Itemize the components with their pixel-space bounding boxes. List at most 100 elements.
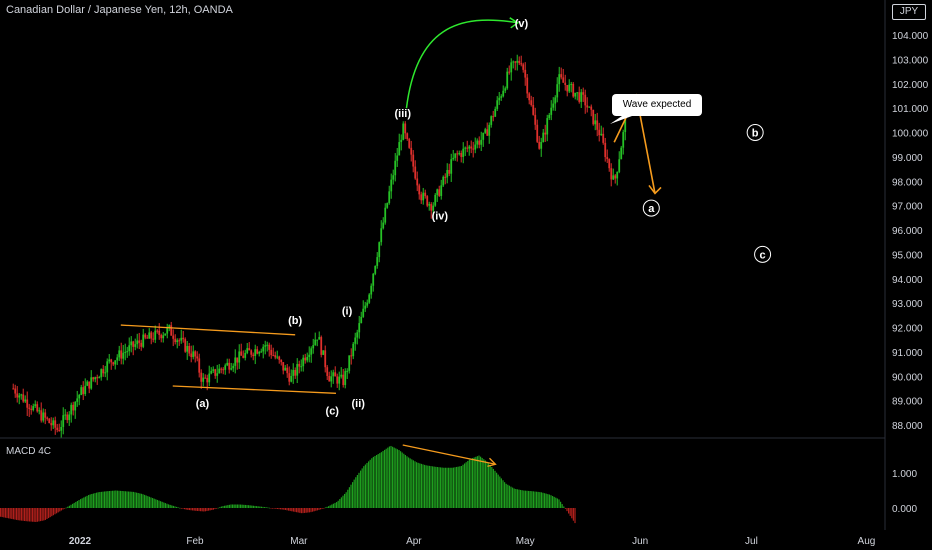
candle-body — [368, 294, 371, 303]
candle-body — [336, 376, 339, 384]
candle-body — [278, 356, 281, 360]
macd-bar — [112, 490, 114, 508]
candle-body — [526, 77, 529, 94]
macd-bar — [424, 464, 426, 508]
macd-bar — [182, 508, 184, 509]
macd-bar — [99, 492, 101, 508]
wave-label[interactable]: b — [752, 128, 759, 140]
indicator-label[interactable]: MACD 4C — [6, 446, 52, 457]
macd-bar — [427, 465, 429, 508]
candle-body — [610, 168, 613, 180]
wave-label[interactable]: (c) — [326, 405, 340, 417]
macd-bar — [411, 459, 413, 508]
macd-bar — [148, 496, 150, 508]
macd-bar — [4, 508, 6, 518]
candle-body — [350, 355, 353, 357]
wave-arc[interactable] — [405, 19, 518, 109]
macd-bar — [235, 504, 237, 508]
macd-bar — [83, 497, 85, 508]
macd-bar — [312, 508, 314, 512]
wave-label[interactable]: (iii) — [394, 108, 411, 120]
macd-bar — [86, 495, 88, 508]
macd-bar — [299, 508, 301, 513]
candle-body — [470, 146, 473, 149]
macd-bar — [64, 508, 66, 509]
macd-axis[interactable]: 1.000 0.000 — [892, 469, 917, 515]
candle-body — [570, 83, 573, 85]
candle-body — [108, 359, 111, 362]
candle-body — [58, 430, 61, 432]
drawings-layer[interactable]: (a) (b) (c) (i) (ii) (iii) (iv) (v) a b c — [120, 17, 772, 467]
macd-bar — [20, 508, 22, 521]
wave-label[interactable]: (v) — [515, 18, 529, 30]
candle-body — [596, 120, 599, 130]
channel-lower-line[interactable] — [172, 385, 336, 394]
macd-bar — [209, 508, 211, 511]
macd-pane[interactable] — [0, 445, 576, 524]
macd-bar — [544, 493, 546, 508]
macd-bar — [409, 458, 411, 508]
candle-body — [498, 97, 501, 101]
time-axis[interactable]: 2022 Feb Mar Apr May Jun Jul Aug — [69, 536, 875, 547]
candle-body — [208, 373, 211, 383]
candle-body — [362, 308, 365, 317]
macd-bar — [1, 508, 3, 518]
macd-bar — [558, 499, 560, 508]
wave-label[interactable]: c — [760, 249, 766, 261]
candle-body — [478, 140, 481, 145]
macd-bar — [59, 508, 61, 512]
macd-bar — [72, 503, 74, 508]
macd-bar — [332, 503, 334, 508]
wave-label[interactable]: (a) — [196, 398, 210, 410]
candle-body — [124, 351, 127, 353]
macd-bar — [260, 506, 262, 508]
macd-bar — [142, 494, 144, 508]
candle-body — [80, 387, 83, 395]
wave-expected-callout[interactable]: Wave expected — [612, 94, 702, 116]
price-axis[interactable]: 104.000 103.000 102.000 101.000 100.000 99.00… — [892, 31, 929, 432]
macd-bar — [489, 465, 491, 508]
candle-body — [540, 142, 543, 149]
macd-bar — [422, 464, 424, 508]
macd-bar — [33, 508, 35, 522]
price-tick-label: 95.000 — [892, 250, 923, 261]
candle-body — [172, 335, 175, 339]
macd-bar — [233, 504, 235, 508]
macd-divergence-line[interactable] — [402, 444, 496, 465]
macd-bar — [302, 508, 304, 514]
candle-body — [22, 394, 25, 402]
candle-body — [598, 129, 601, 136]
currency-badge[interactable]: JPY — [892, 4, 926, 20]
macd-bar — [345, 492, 347, 508]
macd-bar — [467, 460, 469, 508]
wave-label[interactable]: (b) — [288, 315, 302, 327]
wave-label[interactable]: a — [648, 203, 655, 215]
macd-bar — [163, 502, 165, 508]
candle-body — [340, 374, 343, 377]
macd-tick-label: 0.000 — [892, 504, 917, 515]
candle-body — [426, 196, 429, 206]
price-pane[interactable] — [12, 54, 627, 438]
macd-bar — [534, 491, 536, 508]
macd-bar — [126, 491, 128, 508]
wave-label[interactable]: (i) — [342, 305, 353, 317]
macd-bar — [395, 448, 397, 508]
candle-body — [606, 157, 609, 160]
candle-body — [156, 330, 159, 332]
macd-bar — [473, 457, 475, 508]
candle-body — [600, 133, 603, 136]
candle-body — [220, 368, 223, 370]
macd-bar — [17, 508, 19, 521]
macd-bar — [425, 465, 427, 508]
candle-body — [484, 129, 487, 133]
macd-bar — [468, 459, 470, 508]
wave-label[interactable]: (iv) — [432, 210, 449, 222]
channel-upper-line[interactable] — [120, 324, 296, 336]
time-tick-label: Aug — [858, 536, 876, 547]
candle-body — [524, 69, 527, 78]
time-tick-label: Feb — [186, 536, 204, 547]
candle-body — [114, 360, 117, 365]
macd-bar — [387, 447, 389, 508]
wave-label[interactable]: (ii) — [351, 398, 365, 410]
candle-body — [266, 344, 269, 346]
